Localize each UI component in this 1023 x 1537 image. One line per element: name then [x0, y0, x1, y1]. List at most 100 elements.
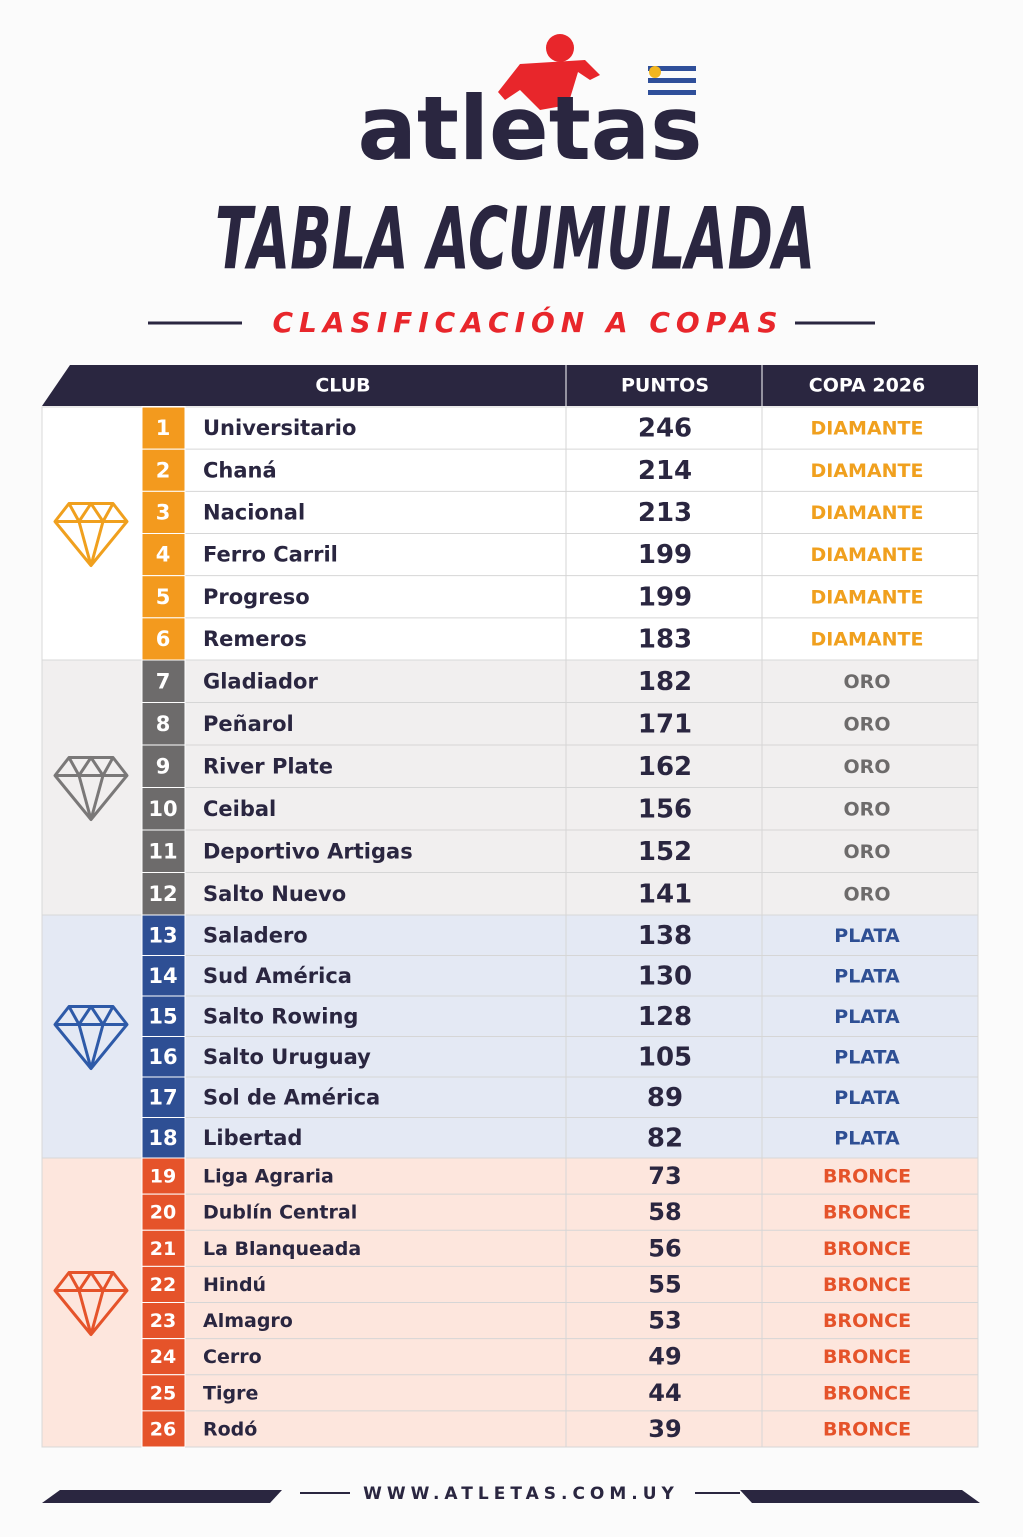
table-header	[42, 365, 978, 406]
cup: DIAMANTE	[811, 460, 924, 482]
header-cell: COPA 2026	[809, 375, 925, 397]
rank-cell	[141, 617, 186, 661]
rank: 25	[150, 1382, 176, 1404]
gem-icon	[53, 1271, 129, 1336]
points: 162	[638, 752, 692, 782]
cup: PLATA	[834, 1006, 900, 1028]
club-name: Progreso	[203, 585, 310, 609]
cup: BRONCE	[823, 1202, 911, 1224]
brand-logo: atletas	[357, 77, 702, 180]
cup: DIAMANTE	[811, 586, 924, 608]
gem-icon	[53, 1005, 129, 1070]
club-name: Deportivo Artigas	[203, 839, 413, 863]
rank: 17	[148, 1085, 177, 1109]
footer-bar	[42, 1490, 282, 1503]
rank: 12	[148, 882, 177, 906]
rank-cell	[141, 1302, 186, 1340]
rank: 10	[148, 797, 177, 821]
club-name: Tigre	[203, 1382, 258, 1404]
points: 152	[638, 837, 692, 867]
club-name: La Blanqueada	[203, 1238, 361, 1260]
points: 141	[638, 879, 692, 909]
points: 105	[638, 1042, 692, 1072]
points: 246	[638, 414, 692, 444]
rank: 16	[148, 1045, 177, 1069]
points: 53	[648, 1307, 681, 1335]
club-name: Peñarol	[203, 712, 294, 736]
cup: PLATA	[834, 1087, 900, 1109]
club-name: Rodó	[203, 1418, 257, 1440]
rank-cell	[141, 490, 186, 535]
rank: 15	[148, 1004, 177, 1028]
club-name: Cerro	[203, 1346, 262, 1368]
points: 130	[638, 961, 692, 991]
footer-url: WWW.ATLETAS.COM.UY	[363, 1484, 679, 1504]
rank: 24	[150, 1346, 176, 1368]
cup: ORO	[844, 671, 891, 693]
cup: PLATA	[834, 965, 900, 987]
points: 171	[638, 709, 692, 739]
club-name: Libertad	[203, 1126, 302, 1150]
points: 183	[638, 624, 692, 654]
rank: 19	[150, 1166, 176, 1188]
rank: 11	[148, 839, 177, 863]
club-name: Salto Uruguay	[203, 1045, 371, 1069]
club-name: Sol de América	[203, 1085, 380, 1109]
points: 214	[638, 456, 692, 486]
club-name: Liga Agraria	[203, 1166, 334, 1188]
flag-icon	[648, 66, 696, 95]
rank-cell	[141, 955, 186, 997]
club-name: Sud América	[203, 964, 352, 988]
club-name: Ferro Carril	[203, 543, 338, 567]
rank-cell	[141, 744, 186, 788]
rank: 20	[150, 1202, 176, 1224]
points: 44	[648, 1379, 681, 1407]
points: 58	[648, 1198, 681, 1226]
club-name: Almagro	[203, 1310, 293, 1332]
points: 138	[638, 921, 692, 951]
points: 182	[638, 667, 692, 697]
title: TABLA ACUMULADA	[215, 189, 815, 289]
cup: BRONCE	[823, 1382, 911, 1404]
rank: 18	[148, 1126, 177, 1150]
rank-cell	[141, 1338, 186, 1376]
cup: DIAMANTE	[811, 544, 924, 566]
cup: DIAMANTE	[811, 418, 924, 440]
club-name: Hindú	[203, 1274, 266, 1296]
footer-bar	[740, 1490, 980, 1503]
club-name: Ceibal	[203, 797, 276, 821]
cup: ORO	[844, 841, 891, 863]
points: 39	[648, 1415, 681, 1443]
header-cell: CLUB	[315, 375, 370, 397]
rank: 6	[156, 627, 171, 651]
club-name: Saladero	[203, 923, 308, 947]
club-name: Remeros	[203, 627, 307, 651]
rank: 5	[156, 585, 171, 609]
cup: ORO	[844, 713, 891, 735]
gem-icon	[53, 502, 129, 567]
points: 128	[638, 1002, 692, 1032]
cup: PLATA	[834, 1046, 900, 1068]
subtitle: CLASIFICACIÓN A COPAS	[272, 305, 783, 339]
club-name: Chaná	[203, 458, 277, 482]
cup: ORO	[844, 883, 891, 905]
cup: ORO	[844, 798, 891, 820]
cup: BRONCE	[823, 1346, 911, 1368]
points: 56	[648, 1234, 681, 1262]
points: 89	[647, 1083, 683, 1113]
rank: 9	[156, 754, 171, 778]
rank: 13	[148, 923, 177, 947]
rank: 14	[148, 964, 177, 988]
points: 156	[638, 794, 692, 824]
club-name: River Plate	[203, 754, 333, 778]
club-name: Salto Nuevo	[203, 882, 346, 906]
rank-cell	[141, 448, 186, 492]
points: 73	[648, 1162, 681, 1190]
cup: DIAMANTE	[811, 502, 924, 524]
rank: 23	[150, 1310, 176, 1332]
club-name: Universitario	[203, 416, 356, 440]
cup: ORO	[844, 756, 891, 778]
rank-cell	[141, 872, 186, 916]
rank: 22	[150, 1274, 176, 1296]
points: 49	[648, 1343, 681, 1371]
